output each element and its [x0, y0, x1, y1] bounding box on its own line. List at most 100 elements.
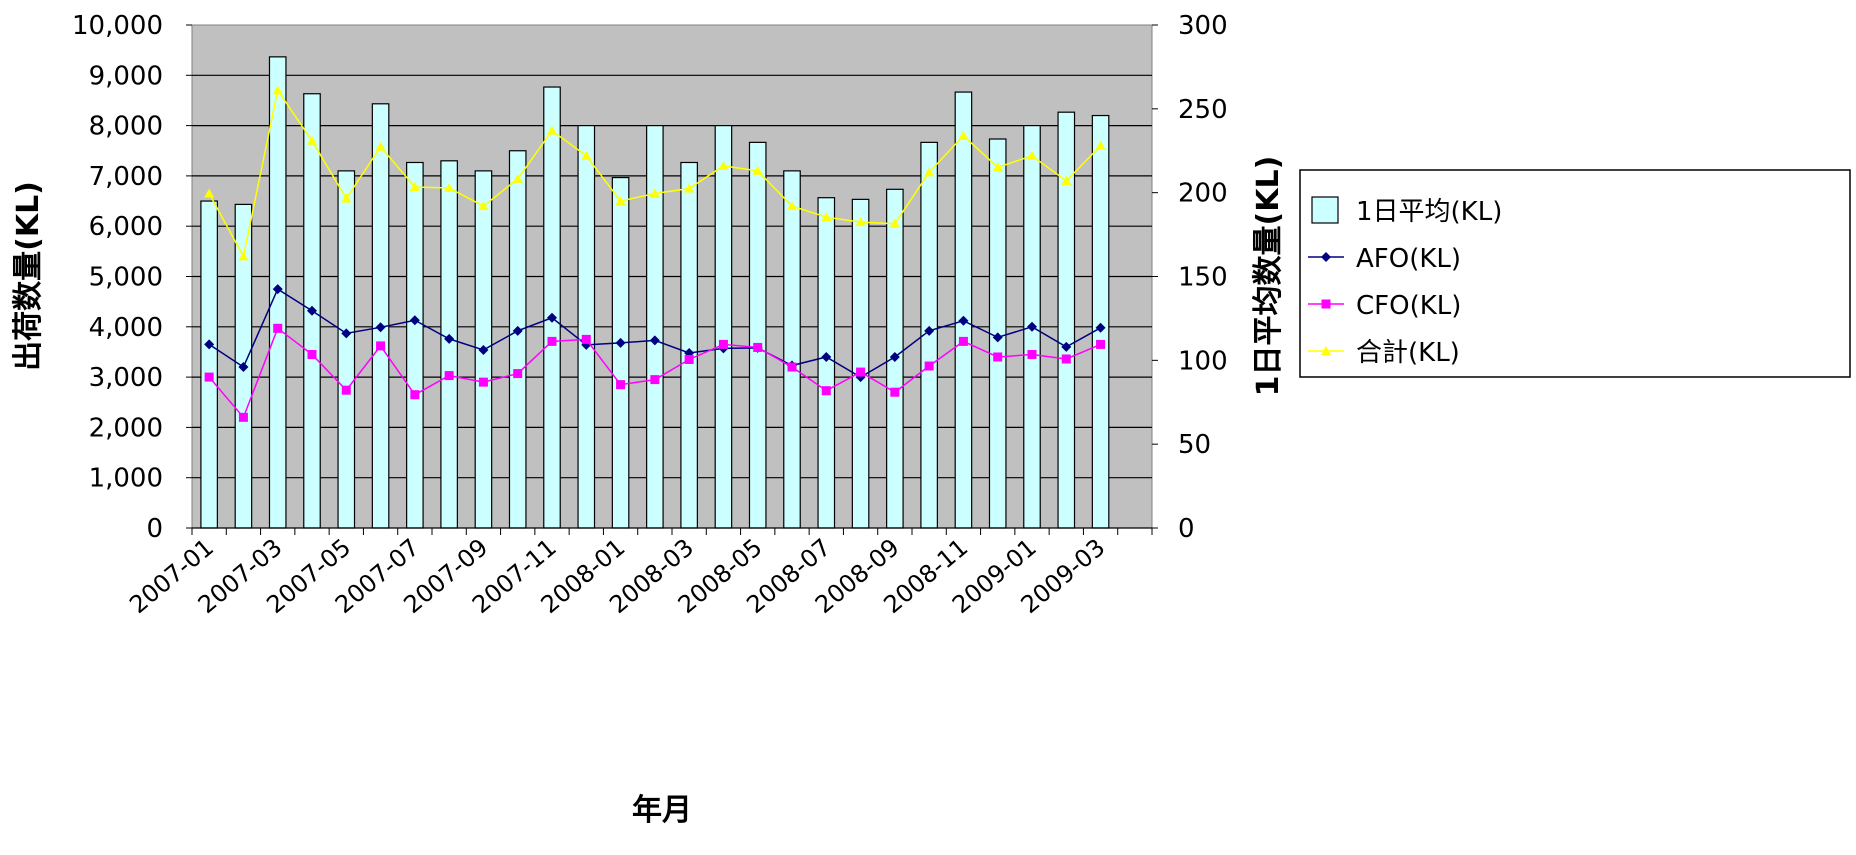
data-point [992, 332, 1003, 343]
data-point [444, 182, 455, 192]
bar [440, 160, 458, 529]
data-point [409, 315, 420, 326]
y-left-tick-label: 8,000 [89, 112, 163, 142]
data-point [341, 328, 352, 339]
data-point [821, 212, 832, 222]
data-point [993, 352, 1003, 362]
y-left-tick-label: 4,000 [89, 313, 163, 343]
bar [543, 86, 561, 529]
data-point [924, 167, 935, 177]
y-right-tick-label: 100 [1178, 346, 1228, 376]
data-point [924, 361, 934, 371]
bar [954, 91, 973, 529]
bar [783, 170, 801, 529]
legend-label: 合計(KL) [1356, 338, 1460, 368]
y-left-tick-label: 3,000 [89, 363, 163, 393]
y-right-tick-label: 0 [1178, 514, 1195, 544]
bar [748, 141, 767, 529]
data-point [410, 390, 420, 400]
data-point [1061, 354, 1071, 364]
data-point [409, 181, 420, 191]
data-point [513, 369, 523, 379]
data-point [821, 351, 832, 362]
data-point [924, 325, 935, 336]
data-point [649, 335, 660, 346]
data-point [958, 130, 969, 140]
data-point [856, 367, 866, 377]
data-point [478, 344, 489, 355]
data-point [341, 385, 351, 395]
data-point [1095, 140, 1106, 150]
data-point [238, 412, 248, 422]
legend-swatch [1311, 196, 1339, 224]
y-left-tick-label: 1,000 [89, 464, 163, 494]
data-point [1027, 321, 1037, 332]
data-point [718, 339, 728, 349]
data-point [307, 349, 317, 359]
data-point [204, 339, 215, 350]
data-point [992, 162, 1003, 172]
data-point [718, 160, 729, 170]
left-axis-ticks: 0 1,000 2,000 3,000 4,000 5,000 6,000 7,000 8,00… [72, 11, 192, 544]
y-left-axis-title: 出荷数量(KL) [11, 181, 46, 371]
bar [611, 176, 630, 529]
data-point [889, 351, 900, 362]
data-point [204, 372, 214, 382]
data-point [375, 322, 386, 333]
data-point [753, 342, 763, 352]
y-right-tick-label: 300 [1178, 11, 1228, 41]
data-point [1061, 341, 1072, 352]
data-point [444, 333, 455, 344]
data-point [272, 85, 283, 95]
data-point [444, 371, 454, 381]
data-point [616, 380, 626, 390]
data-point [512, 325, 523, 336]
legend-marker [1321, 252, 1331, 262]
bar [646, 124, 664, 529]
data-point [787, 362, 797, 372]
data-point [272, 284, 283, 295]
data-point [307, 135, 317, 145]
bar [508, 150, 527, 529]
bar [577, 124, 596, 529]
bar [1091, 114, 1110, 529]
legend-label: CFO(KL) [1356, 291, 1461, 321]
data-point [821, 386, 831, 396]
data-point [684, 354, 694, 364]
data-point [375, 141, 386, 151]
data-point [238, 362, 249, 373]
data-point [958, 336, 968, 346]
y-right-axis-title: 1日平均数量(KL) [1251, 156, 1286, 397]
legend-label: AFO(KL) [1356, 244, 1461, 274]
data-point [478, 201, 489, 211]
bar [337, 170, 356, 529]
data-point [478, 377, 488, 387]
data-point [238, 251, 249, 261]
data-point [307, 305, 317, 316]
data-point [650, 375, 660, 385]
y-left-tick-label: 6,000 [89, 212, 163, 242]
y-left-tick-label: 7,000 [89, 162, 163, 192]
data-point [547, 336, 557, 346]
bar [851, 198, 870, 529]
data-point [787, 201, 797, 211]
legend-marker [1321, 299, 1331, 309]
legend-box [1299, 169, 1851, 378]
data-point [889, 218, 900, 228]
x-axis-ticks: 2007-012007-032007-052007-072007-092007-… [124, 527, 1153, 619]
data-point [204, 188, 215, 198]
right-axis-ticks: 0 50 100 150 200 250 300 [1152, 11, 1228, 544]
data-point [341, 193, 352, 203]
y-right-tick-label: 200 [1178, 179, 1228, 209]
data-point [581, 150, 592, 160]
data-point [547, 125, 557, 135]
y-right-tick-label: 150 [1178, 263, 1228, 293]
y-right-tick-label: 50 [1178, 430, 1211, 460]
data-point [376, 341, 386, 351]
legend-marker [1321, 346, 1331, 355]
bar-series [200, 56, 1110, 529]
data-point [615, 337, 626, 348]
legend-label: 1日平均(KL) [1356, 197, 1502, 227]
y-left-tick-label: 2,000 [89, 413, 163, 443]
